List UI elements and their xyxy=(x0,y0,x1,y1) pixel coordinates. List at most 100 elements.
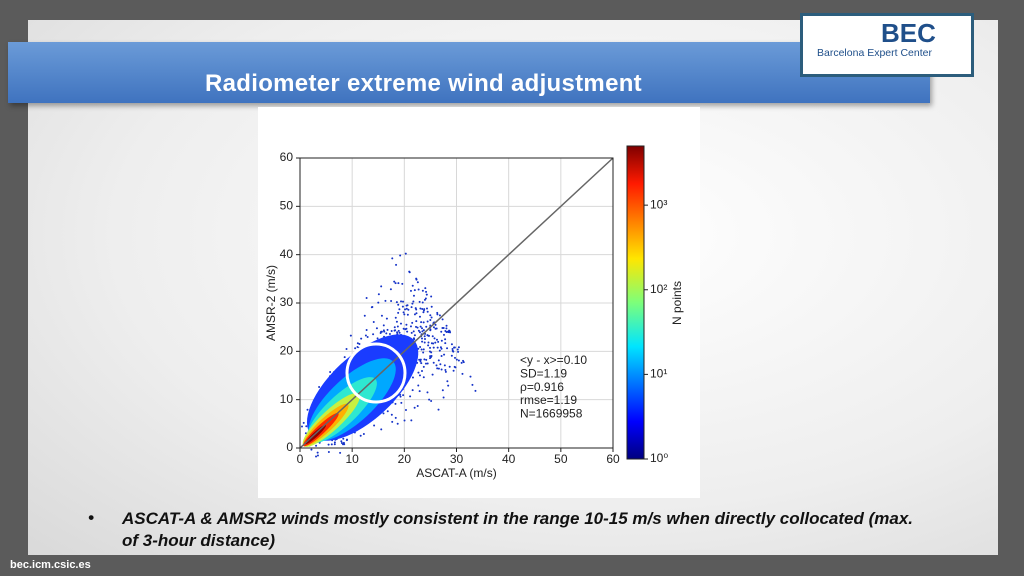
density-dot xyxy=(450,354,453,357)
density-dot xyxy=(329,370,332,373)
density-dot xyxy=(421,340,424,343)
density-dot xyxy=(408,270,411,273)
density-dot xyxy=(413,289,416,292)
density-dot xyxy=(420,321,423,324)
density-dot xyxy=(393,280,396,283)
density-dot xyxy=(399,395,402,398)
density-dot xyxy=(343,356,346,359)
density-dot xyxy=(382,412,385,415)
density-dot xyxy=(427,334,430,337)
plot-frame xyxy=(299,157,614,449)
density-dot xyxy=(451,347,454,350)
density-dot xyxy=(410,419,413,422)
density-dot xyxy=(395,263,398,266)
density-dot xyxy=(403,419,406,422)
density-dot xyxy=(380,314,383,317)
density-dot xyxy=(388,333,391,336)
density-dot xyxy=(423,335,426,338)
density-dot xyxy=(440,368,443,371)
density-dot xyxy=(379,331,382,334)
density-dot xyxy=(444,369,447,372)
density-dot xyxy=(370,306,373,309)
density-dot xyxy=(372,333,375,336)
density-dot xyxy=(397,311,400,314)
density-dot xyxy=(432,361,435,364)
density-dot xyxy=(417,329,420,332)
density-dot xyxy=(440,339,443,342)
density-dot xyxy=(395,320,398,323)
density-dot xyxy=(390,300,393,303)
y-tick-label: 50 xyxy=(280,199,294,213)
density-dot xyxy=(385,317,388,320)
density-dot xyxy=(397,303,400,306)
stat-annotation: <y - x>=0.10 xyxy=(520,353,587,367)
density-dot xyxy=(417,384,420,387)
density-dot xyxy=(423,308,426,311)
density-dot xyxy=(401,305,404,308)
density-dot xyxy=(441,318,444,321)
density-dot xyxy=(429,356,432,359)
density-dot xyxy=(410,306,413,309)
density-dot xyxy=(451,349,454,352)
footer: bec.icm.csic.es xyxy=(10,559,91,571)
density-dot xyxy=(457,346,460,349)
density-dot xyxy=(404,308,407,311)
colorbar-tick-label: 10¹ xyxy=(650,367,667,381)
density-dot xyxy=(315,455,318,458)
density-dot xyxy=(425,325,428,328)
bullet-marker: • xyxy=(88,508,94,527)
density-dot xyxy=(415,320,418,323)
density-dot xyxy=(402,311,405,314)
density-dot xyxy=(440,330,443,333)
density-dot xyxy=(416,404,419,407)
density-dot xyxy=(406,330,409,333)
density-dot xyxy=(411,284,414,287)
density-dot xyxy=(422,311,425,314)
density-dot xyxy=(426,362,429,365)
density-dot xyxy=(427,344,430,347)
density-dot xyxy=(461,372,464,375)
density-dot xyxy=(441,389,444,392)
density-dot xyxy=(423,338,426,341)
density-dot xyxy=(438,349,441,352)
density-dot xyxy=(356,342,359,345)
density-dot xyxy=(434,323,437,326)
density-dot xyxy=(425,293,428,296)
density-dot xyxy=(418,300,421,303)
density-dot xyxy=(382,329,385,332)
density-dot xyxy=(402,300,405,303)
density-dot xyxy=(432,346,435,349)
density-dot xyxy=(442,333,445,336)
density-dot xyxy=(398,331,401,334)
density-dot xyxy=(434,327,437,330)
density-dot xyxy=(418,390,421,393)
density-dot xyxy=(437,408,440,411)
density-dot xyxy=(318,386,321,389)
density-dot xyxy=(380,285,383,288)
density-dot xyxy=(437,340,440,343)
chart: 0 10 20 30 40 50 60 0 10 20 30 40 50 60 ASCAT-A (m/s) A… xyxy=(264,145,684,480)
colorbar-tick-label: 10⁰ xyxy=(650,451,668,465)
density-dot xyxy=(419,307,422,310)
density-dot xyxy=(430,305,433,308)
density-dot xyxy=(429,346,432,349)
density-dot xyxy=(333,443,336,446)
highlight-circle xyxy=(345,342,407,404)
density-dot xyxy=(411,321,414,324)
density-dot xyxy=(305,425,308,428)
density-dot xyxy=(422,376,425,379)
density-dot xyxy=(425,307,428,310)
density-dot xyxy=(365,329,368,332)
density-dot xyxy=(342,437,345,440)
density-dot xyxy=(410,331,413,334)
density-dot xyxy=(302,421,305,424)
density-dot xyxy=(440,347,443,350)
y-tick-label: 60 xyxy=(280,150,294,164)
density-dot xyxy=(443,353,446,356)
density-dot xyxy=(393,326,396,329)
stat-annotation: N=1669958 xyxy=(520,406,583,420)
density-dot xyxy=(421,301,424,304)
density-dot xyxy=(315,444,318,447)
density-dot xyxy=(429,329,432,332)
density-dot xyxy=(345,347,348,350)
